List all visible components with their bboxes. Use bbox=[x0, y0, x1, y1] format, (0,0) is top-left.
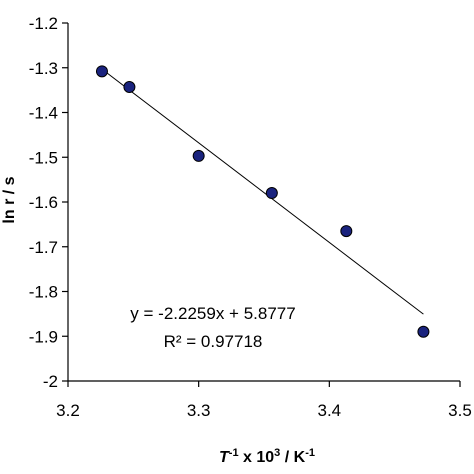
x-title-unit-exponent: -1 bbox=[305, 447, 315, 459]
data-point bbox=[265, 187, 278, 200]
x-title-variable-exponent: -1 bbox=[229, 447, 239, 459]
y-tick-label: -1.7 bbox=[29, 238, 58, 257]
tick-marks bbox=[62, 22, 461, 387]
x-title-variable: T bbox=[219, 449, 230, 466]
x-tick-label: 3.2 bbox=[56, 401, 80, 420]
trendline-group bbox=[101, 68, 424, 315]
x-tick-label: 3.4 bbox=[318, 401, 342, 420]
x-axis-title: T-1 x 103 / K-1 bbox=[219, 447, 315, 466]
y-tick-label: -1.2 bbox=[29, 14, 58, 33]
data-point bbox=[417, 325, 430, 338]
x-tick-label: 3.5 bbox=[448, 401, 472, 420]
r-squared-label: R² = 0.97718 bbox=[164, 332, 263, 351]
x-title-unit: / K bbox=[280, 449, 305, 466]
trendline bbox=[101, 68, 424, 315]
data-point bbox=[95, 65, 108, 78]
y-tick-label: -1.8 bbox=[29, 283, 58, 302]
y-tick-label: -1.4 bbox=[29, 104, 58, 123]
y-tick-label: -1.6 bbox=[29, 193, 58, 212]
equation-label: y = -2.2259x + 5.8777 bbox=[130, 304, 295, 323]
x-title-multiplier: x 10 bbox=[239, 449, 275, 466]
data-point bbox=[123, 80, 136, 93]
data-points bbox=[95, 65, 430, 338]
x-tick-label: 3.3 bbox=[187, 401, 211, 420]
x-tick-labels: 3.2 3.3 3.4 3.5 bbox=[56, 401, 472, 420]
y-tick-label: -2 bbox=[43, 372, 58, 391]
data-point bbox=[340, 225, 353, 238]
y-tick-label: -1.9 bbox=[29, 327, 58, 346]
x-title-multiplier-exponent: 3 bbox=[274, 447, 280, 459]
y-tick-label: -1.3 bbox=[29, 59, 58, 78]
y-axis-title: ln r / s bbox=[1, 176, 18, 223]
data-point bbox=[192, 149, 205, 162]
y-tick-label: -1.5 bbox=[29, 148, 58, 167]
y-tick-labels: -1.2 -1.3 -1.4 -1.5 -1.6 -1.7 -1.8 -1.9 -2 bbox=[29, 14, 58, 391]
axes bbox=[67, 23, 460, 382]
